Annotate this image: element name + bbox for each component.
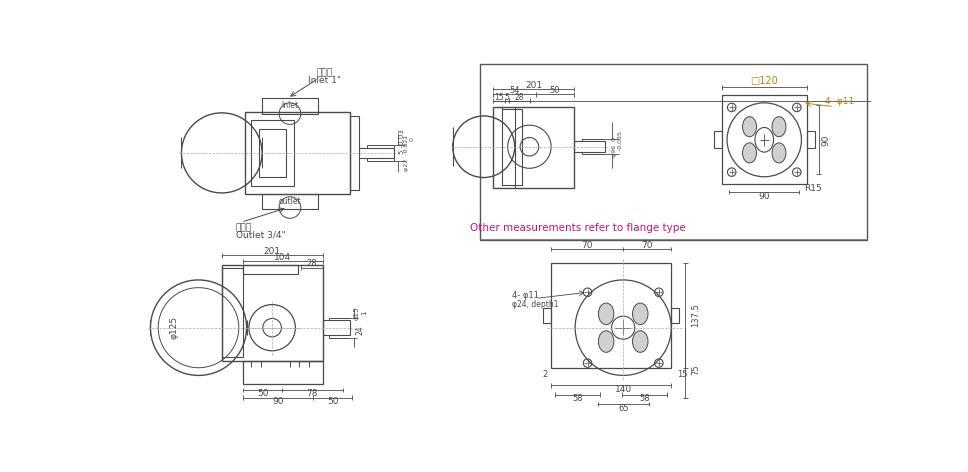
Bar <box>243 264 298 274</box>
Bar <box>713 131 721 148</box>
Text: 4- φ11: 4- φ11 <box>512 291 539 300</box>
Text: Outlet 3/4": Outlet 3/4" <box>235 230 286 239</box>
Text: 201: 201 <box>263 247 281 256</box>
Text: 54: 54 <box>509 86 520 95</box>
Text: Other measurements refer to flange type: Other measurements refer to flange type <box>470 223 686 233</box>
Text: 入油口: 入油口 <box>317 68 333 77</box>
Bar <box>671 308 679 323</box>
Text: 50: 50 <box>550 86 560 95</box>
Ellipse shape <box>598 303 614 325</box>
Text: 90: 90 <box>759 192 770 201</box>
Text: φ22  -0.021
              0: φ22 -0.021 0 <box>404 135 414 171</box>
Text: 104: 104 <box>274 253 291 262</box>
Text: φ24, depth1: φ24, depth1 <box>512 300 559 309</box>
Ellipse shape <box>598 331 614 352</box>
Bar <box>502 109 522 185</box>
Bar <box>574 141 605 152</box>
Bar <box>349 116 359 190</box>
Bar <box>721 95 807 185</box>
Text: 58: 58 <box>640 394 650 403</box>
Text: 5 -0.03: 5 -0.03 <box>399 129 405 154</box>
Text: 90: 90 <box>821 134 830 145</box>
Text: Inlet: Inlet <box>282 101 298 110</box>
Bar <box>252 120 294 186</box>
Bar <box>551 263 671 369</box>
Bar <box>222 269 243 357</box>
Text: 15: 15 <box>494 93 503 102</box>
Text: 78: 78 <box>307 389 318 398</box>
Text: 2: 2 <box>542 370 548 379</box>
Bar <box>243 361 322 384</box>
Ellipse shape <box>742 117 757 137</box>
Text: □120: □120 <box>750 76 778 86</box>
Bar <box>262 194 318 209</box>
Bar <box>480 64 867 240</box>
Bar <box>807 131 815 148</box>
Bar <box>262 98 318 114</box>
Ellipse shape <box>772 117 786 137</box>
Text: 4- φ11: 4- φ11 <box>825 97 854 106</box>
Bar <box>222 264 322 361</box>
Text: 24: 24 <box>356 325 365 335</box>
Text: 50: 50 <box>257 389 268 398</box>
Text: Inlet 1": Inlet 1" <box>309 76 342 85</box>
Ellipse shape <box>742 143 757 163</box>
Ellipse shape <box>772 143 786 163</box>
Text: 50: 50 <box>327 397 339 406</box>
Text: 137.5: 137.5 <box>691 303 701 327</box>
Text: φ125: φ125 <box>169 316 178 339</box>
Text: 65: 65 <box>618 404 628 413</box>
Text: 70: 70 <box>582 241 593 250</box>
Text: 75: 75 <box>691 365 701 375</box>
Text: outlet: outlet <box>279 197 301 206</box>
Text: 28: 28 <box>306 259 317 268</box>
Bar <box>245 112 349 194</box>
Text: R15: R15 <box>804 184 822 193</box>
Text: 70: 70 <box>642 241 653 250</box>
Text: 58: 58 <box>572 394 583 403</box>
Text: φ96  0
      -0.035: φ96 0 -0.035 <box>613 131 623 163</box>
Bar <box>322 320 349 336</box>
Text: 出油口: 出油口 <box>235 223 252 232</box>
Text: 201: 201 <box>525 81 542 90</box>
Bar <box>543 308 551 323</box>
Bar <box>493 107 574 187</box>
Text: 5: 5 <box>504 93 509 102</box>
Text: φ15
1: φ15 1 <box>354 306 367 320</box>
Bar <box>259 129 287 177</box>
Text: 90: 90 <box>273 397 284 406</box>
Ellipse shape <box>632 331 648 352</box>
Ellipse shape <box>632 303 648 325</box>
Text: 28: 28 <box>515 93 524 102</box>
Text: 15: 15 <box>677 370 687 379</box>
Text: 140: 140 <box>615 385 632 394</box>
